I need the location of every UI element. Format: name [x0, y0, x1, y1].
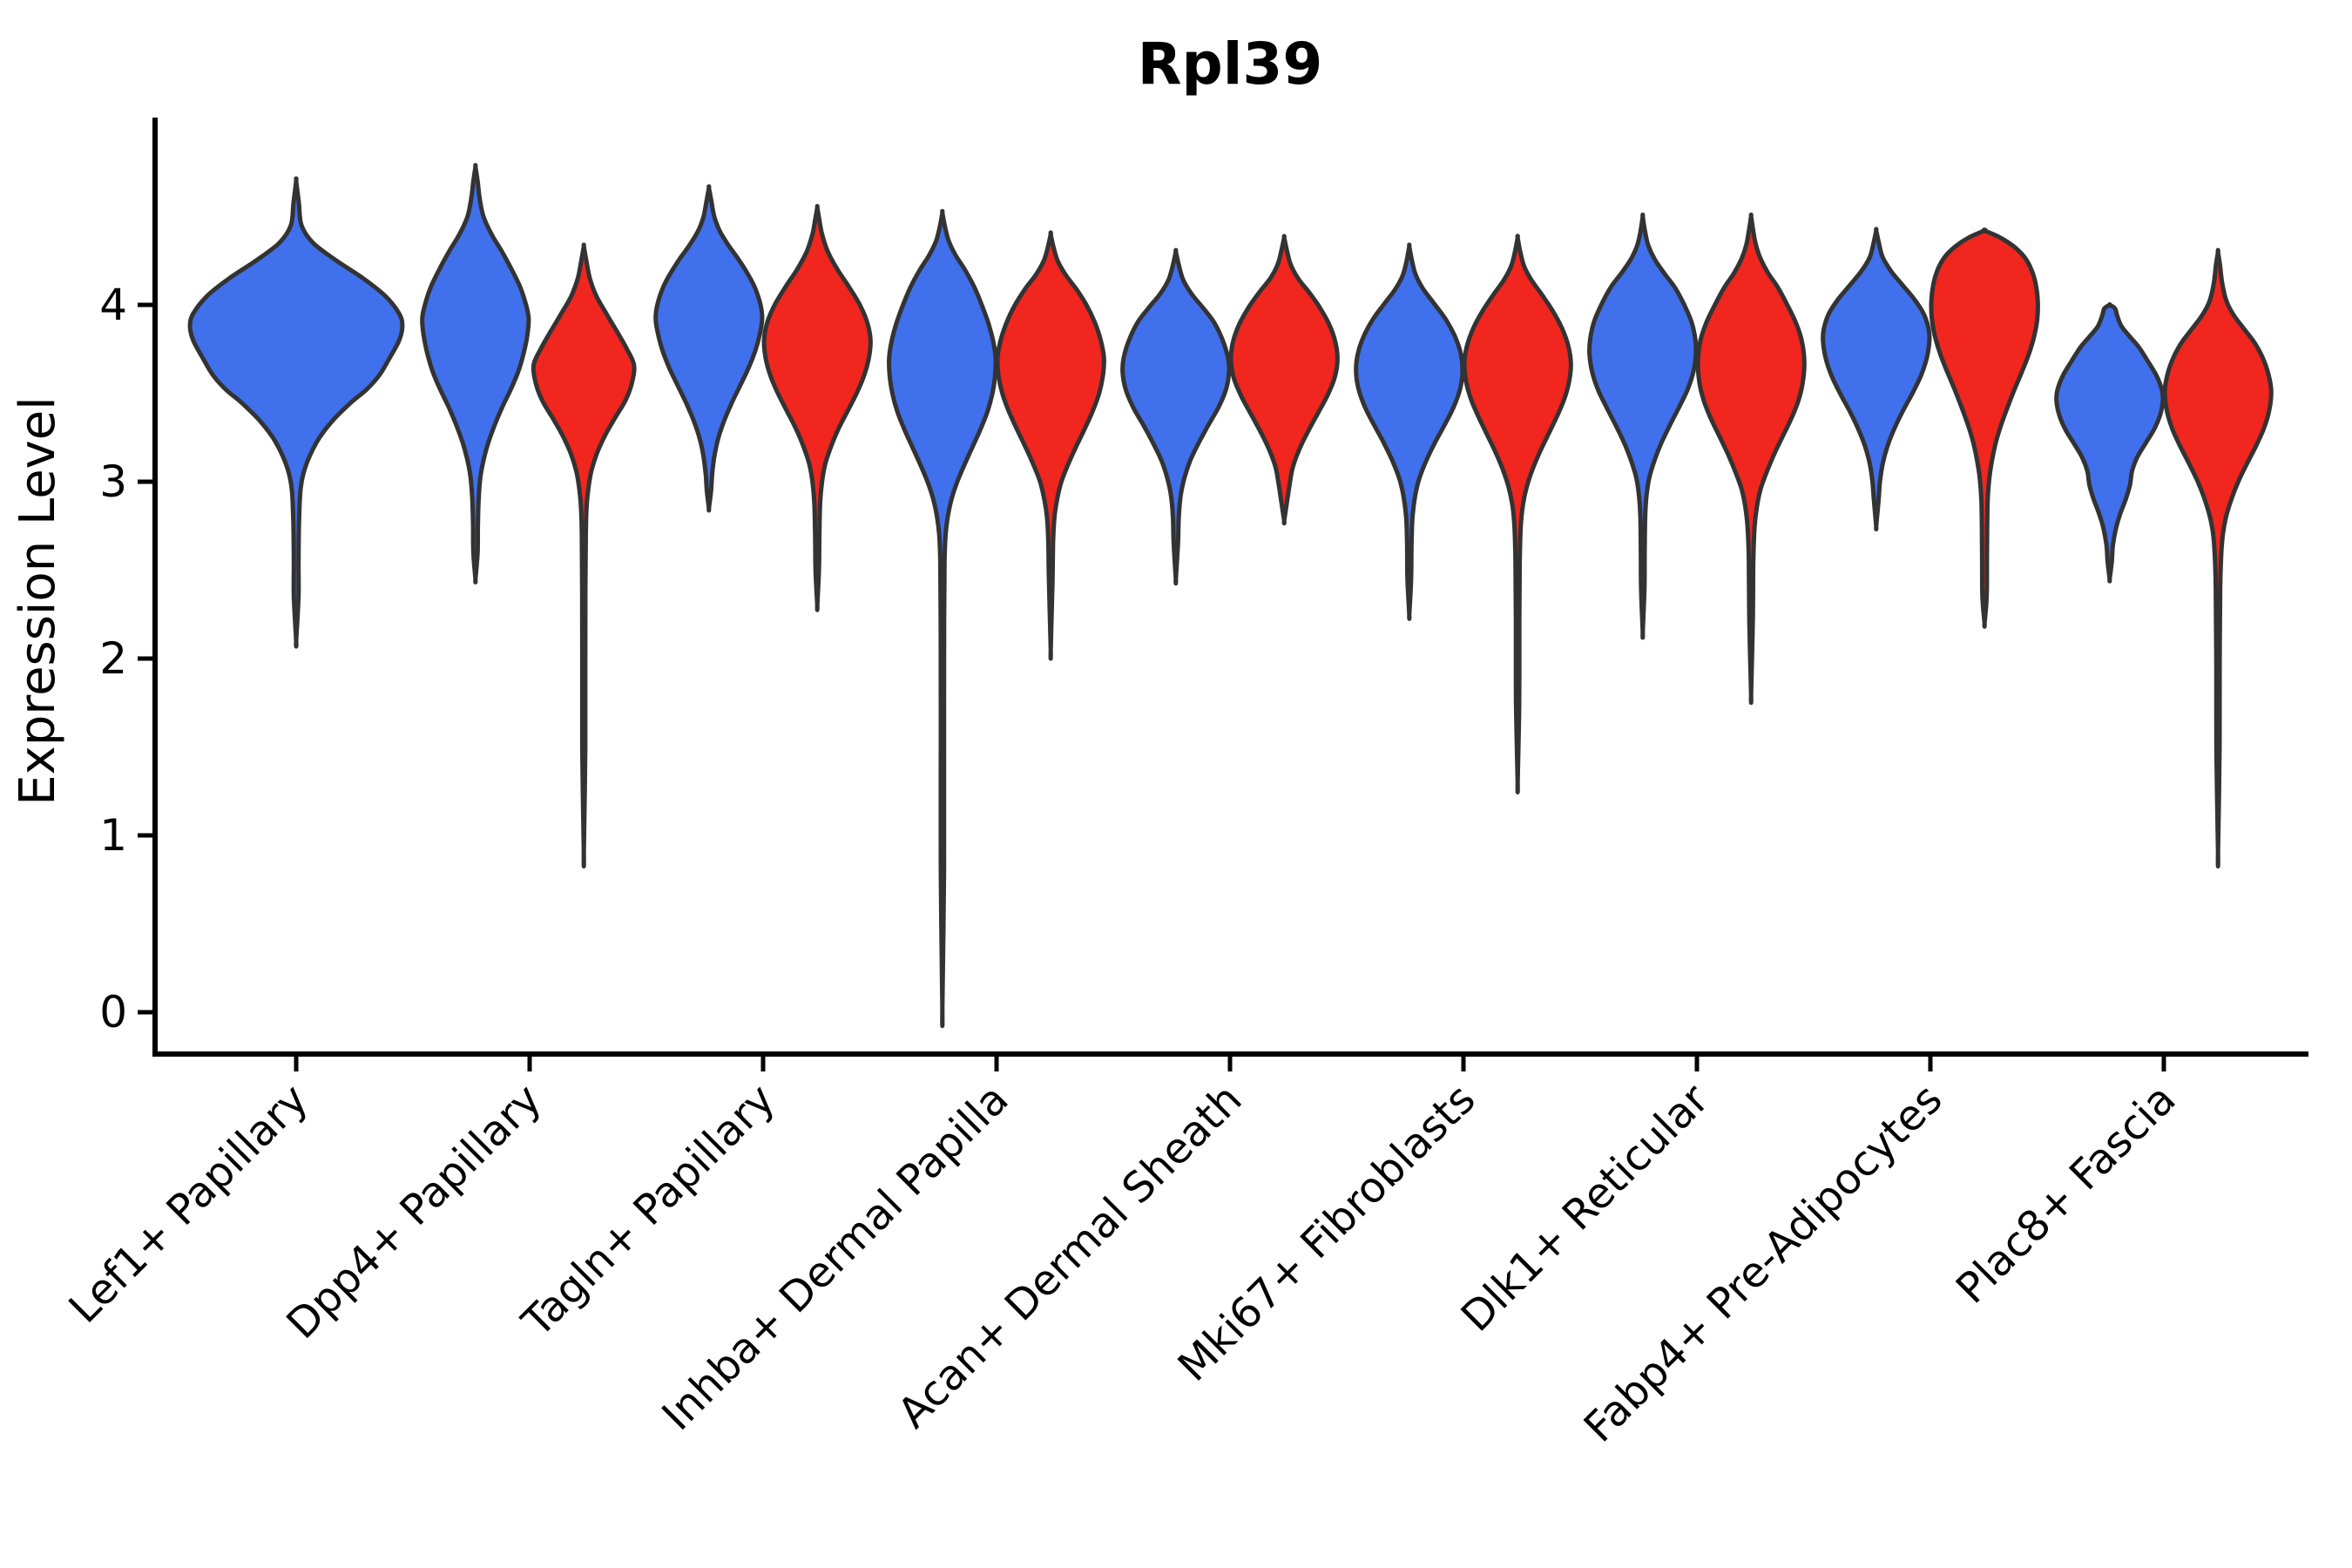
violin-dpp4-papillary-red: Dpp4+ Papillary	[531, 242, 637, 869]
x-tick-label-lef1-papillary: Lef1+ Papillary	[60, 1075, 318, 1333]
violin-fabp4-pre-adipocytes-blue: Fabp4+ Pre-Adipocytes	[1821, 226, 1932, 532]
violin-acan-dermal-sheath-red: Acan+ Dermal Sheath	[1228, 233, 1340, 526]
violin-fabp4-pre-adipocytes-red: Fabp4+ Pre-Adipocytes	[1929, 227, 2040, 629]
violin-inhba-dermal-papilla-red: Inhba+ Dermal Papilla	[995, 230, 1106, 661]
axes-layer	[138, 118, 2308, 1071]
violin-acan-dermal-sheath-blue: Acan+ Dermal Sheath	[1120, 247, 1232, 586]
x-tick-label-tagln-papillary: Tagln+ Papillary	[512, 1075, 784, 1347]
y-tick-label: 2	[99, 633, 127, 684]
violin-tagln-papillary-red: Tagln+ Papillary	[761, 204, 873, 612]
y-tick-label: 1	[99, 810, 127, 861]
violin-dlk1-reticular-red: Dlk1+ Reticular	[1695, 212, 1807, 706]
x-tick-label-dpp4-papillary: Dpp4+ Papillary	[277, 1075, 551, 1348]
y-tick-label: 3	[99, 456, 127, 507]
violin-mki67-fibroblasts-red: Mki67+ Fibroblasts	[1462, 233, 1573, 794]
violin-plac8-fascia-red: Plac8+ Fascia	[2162, 247, 2274, 869]
x-tick-label-dlk1-reticular: Dlk1+ Reticular	[1452, 1075, 1719, 1342]
violin-mki67-fibroblasts-blue: Mki67+ Fibroblasts	[1354, 242, 1465, 621]
x-tick-label-plac8-fascia: Plac8+ Fascia	[1947, 1075, 2186, 1314]
violin-dpp4-papillary-blue: Dpp4+ Papillary	[420, 163, 531, 585]
violin-lef1-papillary-blue: Lef1+ Papillary	[187, 176, 405, 649]
violin-inhba-dermal-papilla-blue: Inhba+ Dermal Papilla	[887, 208, 998, 1029]
violin-tagln-papillary-blue: Tagln+ Papillary	[653, 184, 765, 513]
violin-plac8-fascia-blue: Plac8+ Fascia	[2054, 302, 2166, 584]
violin-dlk1-reticular-blue: Dlk1+ Reticular	[1587, 212, 1699, 640]
y-tick-label: 4	[99, 280, 127, 330]
plot-title: Rpl39	[1138, 30, 1323, 98]
y-axis-label: Expression Level	[10, 396, 66, 806]
y-tick-label: 0	[99, 987, 127, 1037]
